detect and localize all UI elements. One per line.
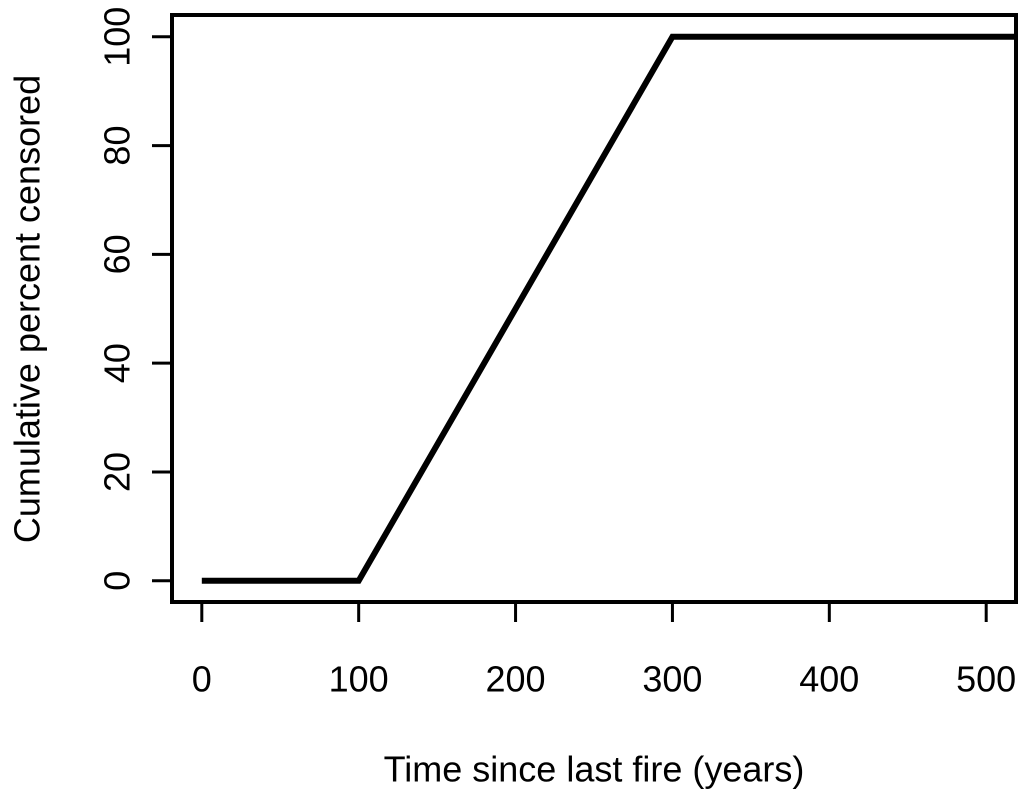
x-tick-label: 100 xyxy=(329,659,389,700)
x-tick-label: 400 xyxy=(799,659,859,700)
x-tick-label: 200 xyxy=(486,659,546,700)
y-tick-label: 20 xyxy=(97,452,138,492)
data-line xyxy=(201,33,1016,584)
y-tick-label: 100 xyxy=(97,7,138,67)
y-tick-label: 40 xyxy=(97,343,138,383)
x-axis-title: Time since last fire (years) xyxy=(384,749,805,790)
plot-frame xyxy=(170,13,1018,604)
y-tick-label: 0 xyxy=(97,571,138,591)
x-tick-label: 500 xyxy=(956,659,1016,700)
y-tick-label: 80 xyxy=(97,126,138,166)
y-tick-label: 60 xyxy=(97,234,138,274)
x-tick-label: 0 xyxy=(192,659,212,700)
y-axis-title: Cumulative percent censored xyxy=(7,75,48,543)
x-tick-label: 300 xyxy=(642,659,702,700)
